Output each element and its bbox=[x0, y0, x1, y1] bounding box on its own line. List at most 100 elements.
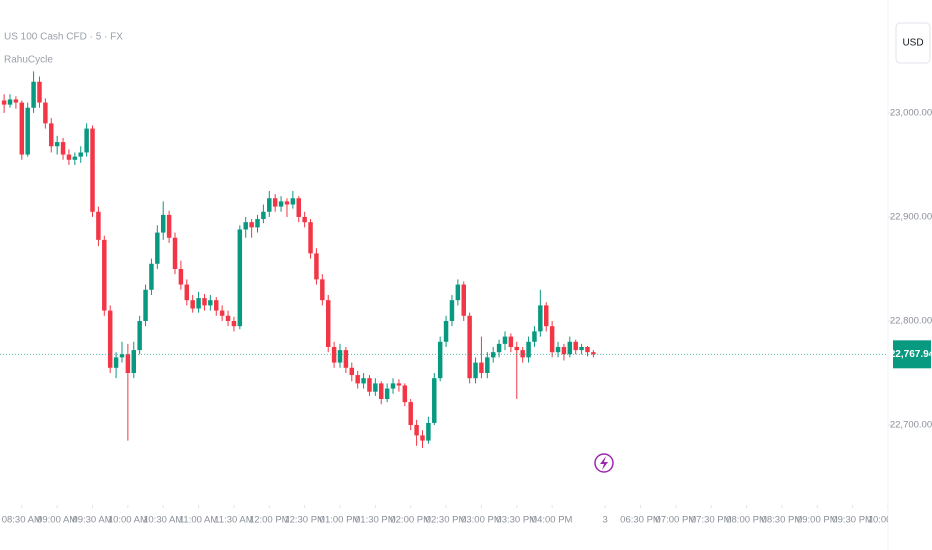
candle-body bbox=[526, 341, 531, 358]
candle-body bbox=[549, 326, 555, 353]
candle-body bbox=[137, 320, 142, 351]
candle-body bbox=[408, 402, 413, 425]
indicator-label: RahuCycle bbox=[4, 55, 53, 66]
candle-body bbox=[261, 211, 266, 220]
candle-body bbox=[355, 375, 360, 384]
candle-body bbox=[267, 198, 272, 212]
candle-body bbox=[143, 289, 148, 321]
candle-body bbox=[190, 300, 195, 309]
candle-body bbox=[25, 107, 30, 155]
x-tick-label: 03:30 PM bbox=[496, 515, 537, 526]
candle-body bbox=[249, 222, 254, 228]
x-tick-label: 08:00 PM bbox=[726, 515, 767, 526]
x-tick-label: 07:30 PM bbox=[691, 515, 732, 526]
candle-body bbox=[320, 279, 325, 301]
candle-body bbox=[367, 378, 372, 392]
candle-body bbox=[479, 362, 484, 373]
y-tick-label: 23,000.00 bbox=[890, 107, 932, 118]
candle-body bbox=[308, 222, 313, 254]
candle-body bbox=[178, 268, 184, 285]
candle-body bbox=[490, 352, 496, 358]
x-tick-label: 3 bbox=[603, 515, 608, 526]
candle-body bbox=[66, 154, 72, 160]
candle-body bbox=[296, 198, 301, 217]
x-tick-label: 10:00 PM bbox=[868, 515, 909, 526]
x-tick-label: 12:00 PM bbox=[249, 515, 290, 526]
x-tick-label: 01:00 PM bbox=[320, 515, 361, 526]
candle-body bbox=[184, 284, 190, 301]
candle-body bbox=[72, 156, 78, 160]
x-tick-label: 09:00 AM bbox=[37, 515, 77, 526]
candle-body bbox=[591, 352, 596, 355]
candle-body bbox=[502, 336, 508, 344]
last-price-box bbox=[893, 340, 931, 369]
plot-area bbox=[0, 71, 888, 448]
x-tick-label: 11:30 AM bbox=[214, 515, 254, 526]
x-tick-label: 10:00 AM bbox=[108, 515, 148, 526]
candle-body bbox=[272, 198, 278, 207]
candle-body bbox=[96, 211, 101, 240]
candle-body bbox=[437, 341, 443, 379]
candle-body bbox=[49, 123, 54, 147]
x-tick-label: 07:00 PM bbox=[656, 515, 697, 526]
candle-body bbox=[166, 214, 172, 238]
candle-body bbox=[1, 100, 7, 105]
candle-body bbox=[160, 214, 166, 233]
candle-body bbox=[19, 102, 25, 155]
candle-body bbox=[290, 198, 296, 205]
candle-body bbox=[54, 142, 60, 147]
candle-body bbox=[379, 383, 384, 399]
candle-body bbox=[396, 383, 402, 386]
candle-body bbox=[420, 435, 425, 441]
candle-body bbox=[579, 346, 584, 351]
candle-body bbox=[426, 422, 431, 441]
candle-body bbox=[337, 350, 343, 363]
candle-body bbox=[78, 152, 83, 157]
candle-body bbox=[432, 378, 437, 423]
candle-body bbox=[84, 128, 89, 153]
candle-body bbox=[113, 357, 119, 368]
candle-body bbox=[172, 237, 178, 269]
candle-body bbox=[119, 354, 125, 358]
x-tick-label: 12:30 PM bbox=[284, 515, 325, 526]
candle-body bbox=[538, 305, 543, 332]
candle-body bbox=[125, 354, 131, 373]
candle-body bbox=[361, 378, 366, 384]
currency-label[interactable]: USD bbox=[902, 38, 923, 49]
y-tick-label: 22,900.00 bbox=[890, 211, 932, 222]
candle-body bbox=[496, 343, 502, 353]
candle-body bbox=[384, 388, 390, 399]
candle-body bbox=[573, 341, 578, 351]
candle-body bbox=[314, 253, 319, 280]
candle-body bbox=[373, 383, 378, 392]
last-price-label: 22,767.94 bbox=[890, 349, 932, 360]
candle-body bbox=[555, 346, 561, 353]
candle-body bbox=[561, 346, 567, 355]
candle-body bbox=[231, 320, 237, 327]
x-tick-label: 09:00 PM bbox=[797, 515, 838, 526]
y-tick-label: 22,700.00 bbox=[890, 420, 932, 431]
x-tick-label: 11:00 AM bbox=[179, 515, 219, 526]
candle-body bbox=[349, 367, 355, 376]
candle-body bbox=[43, 102, 48, 124]
candle-body bbox=[196, 298, 201, 309]
candle-body bbox=[414, 424, 419, 436]
event-icon[interactable] bbox=[594, 453, 614, 473]
x-tick-label: 08:30 PM bbox=[762, 515, 803, 526]
candle-body bbox=[585, 346, 590, 353]
x-tick-label: 02:30 PM bbox=[426, 515, 467, 526]
candle-body bbox=[567, 341, 573, 355]
currency-button[interactable] bbox=[895, 22, 931, 64]
candle-body bbox=[284, 201, 290, 205]
candle-body bbox=[225, 315, 231, 321]
candle-body bbox=[302, 216, 307, 223]
candle-body bbox=[237, 229, 243, 327]
chart-title: US 100 Cash CFD · 5 · FX bbox=[4, 32, 123, 43]
x-tick-label: 09:30 AM bbox=[72, 515, 112, 526]
candle-body bbox=[461, 284, 466, 316]
candle-body bbox=[155, 232, 160, 264]
candle-body bbox=[514, 346, 520, 351]
candle-body bbox=[214, 300, 219, 311]
candle-body bbox=[107, 310, 113, 368]
candle-body bbox=[60, 142, 66, 155]
